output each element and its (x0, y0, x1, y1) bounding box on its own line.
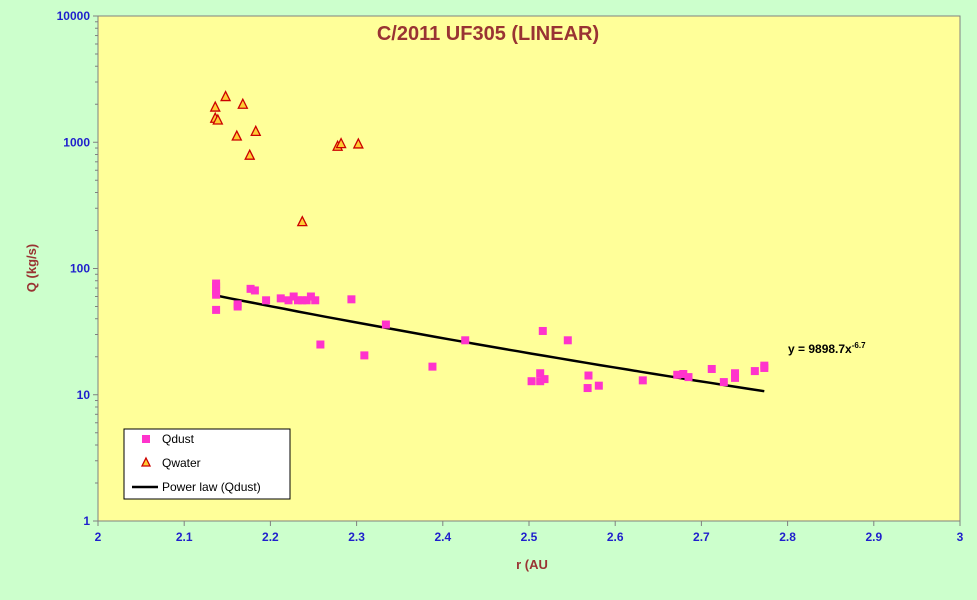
qdust-point (289, 292, 298, 301)
qdust-point (731, 373, 740, 382)
qdust-point (536, 377, 545, 386)
chart-title: C/2011 UF305 (LINEAR) (377, 23, 599, 45)
qdust-point (284, 296, 293, 305)
x-tick-label: 2.2 (262, 530, 279, 544)
legend-qwater-marker (140, 456, 152, 467)
power-law-curve (215, 294, 765, 393)
qdust-point (707, 364, 716, 373)
x-tick-label: 2.4 (434, 530, 451, 544)
qdust-point (262, 296, 271, 305)
legend-fit-label: Power law (Qdust) (162, 480, 261, 494)
qwater-series (209, 90, 364, 227)
qdust-point (638, 376, 647, 385)
y-tick-label: 1000 (63, 135, 90, 149)
qdust-point (316, 340, 325, 349)
x-axis-label: r (AU (516, 557, 548, 572)
y-axis-ticks: 1 10 100 1000 10000 (57, 9, 98, 528)
legend-qwater-label: Qwater (162, 456, 201, 470)
qdust-point (276, 294, 285, 303)
qwater-point (231, 129, 243, 141)
x-tick-label: 2.9 (865, 530, 882, 544)
qdust-point (731, 369, 740, 378)
qdust-point (684, 373, 693, 382)
qdust-point (584, 371, 593, 380)
qwater-point (244, 148, 256, 160)
x-tick-label: 2.1 (176, 530, 193, 544)
qdust-point (347, 295, 356, 304)
qwater-point (237, 97, 249, 109)
qdust-point (536, 369, 545, 378)
qdust-point (538, 326, 547, 335)
qdust-point (527, 377, 536, 386)
qwater-point (352, 137, 364, 149)
qdust-point (750, 367, 759, 376)
fit-equation-exponent: -6.7 (852, 341, 866, 350)
x-tick-label: 2.6 (607, 530, 624, 544)
x-tick-label: 2.3 (348, 530, 365, 544)
legend-qdust-label: Qdust (162, 432, 195, 446)
qwater-point (250, 124, 262, 136)
qdust-point (381, 320, 390, 329)
y-tick-label: 1 (83, 514, 90, 528)
qdust-point (246, 284, 255, 293)
y-tick-label: 10000 (57, 9, 91, 23)
qdust-point (719, 378, 728, 387)
x-tick-label: 2.5 (521, 530, 538, 544)
qdust-point (250, 286, 259, 295)
x-tick-label: 2.8 (779, 530, 796, 544)
x-tick-label: 2 (95, 530, 102, 544)
fit-equation-base: y = 9898.7x (788, 342, 852, 356)
x-tick-label: 2.7 (693, 530, 710, 544)
qdust-point (212, 287, 221, 296)
y-axis-label: Q (kg/s) (24, 244, 39, 292)
qwater-point (335, 137, 347, 149)
qwater-point (220, 90, 232, 102)
qdust-point (293, 296, 302, 305)
qdust-point (673, 370, 682, 379)
qdust-point (233, 300, 242, 309)
qwater-point (209, 100, 221, 112)
qdust-point (583, 384, 592, 393)
legend: Qdust Qwater Power law (Qdust) (123, 428, 291, 500)
y-tick-label: 100 (70, 262, 90, 276)
y-tick-label: 10 (77, 388, 91, 402)
qdust-point (212, 279, 221, 288)
x-tick-label: 3 (957, 530, 964, 544)
qdust-series (212, 279, 769, 393)
qdust-point (360, 351, 369, 360)
qdust-point (298, 296, 307, 305)
qwater-point (212, 113, 224, 125)
power-law-line (215, 294, 765, 393)
qdust-point (540, 375, 549, 384)
x-axis-ticks: 2 2.1 2.2 2.3 2.4 2.5 2.6 2.7 2.8 2.9 3 (95, 521, 964, 544)
qdust-point (563, 336, 572, 345)
qdust-point (594, 381, 603, 390)
legend-qdust-marker (142, 435, 150, 443)
qdust-point (311, 296, 320, 305)
qdust-point (306, 292, 315, 301)
qdust-point (461, 336, 470, 345)
qdust-point (428, 362, 437, 371)
qdust-point (212, 305, 221, 314)
qwater-point (296, 215, 308, 227)
fit-equation: y = 9898.7x-6.7 (788, 341, 866, 356)
qdust-point (760, 361, 769, 370)
qdust-point (679, 370, 688, 379)
qdust-point (302, 296, 311, 305)
